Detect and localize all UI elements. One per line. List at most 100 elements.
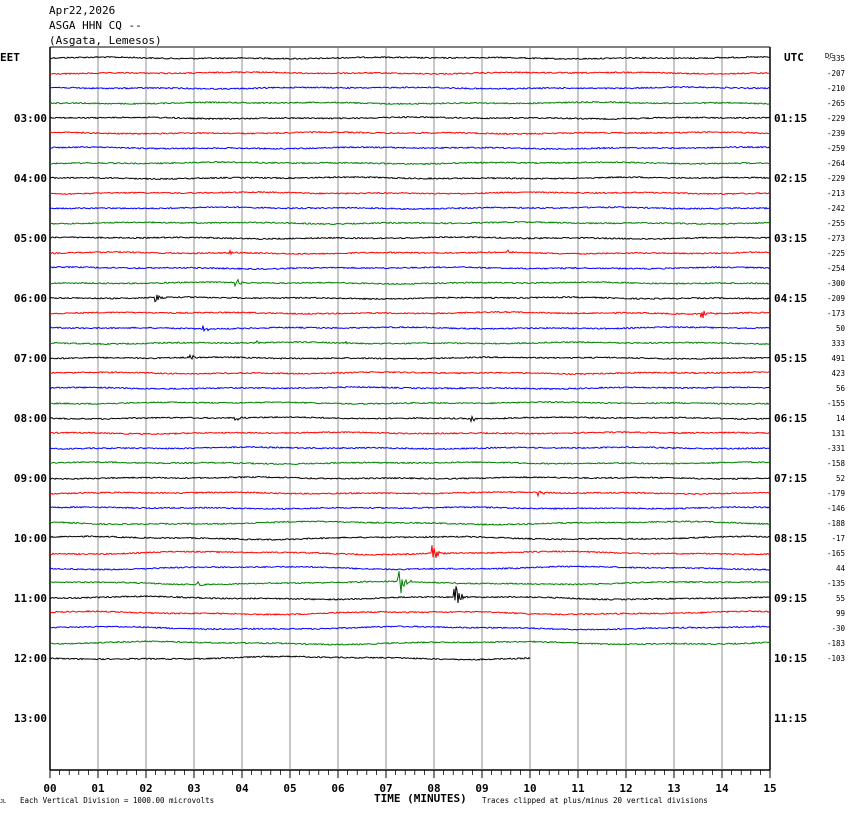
dc-offset-label: -135 <box>827 579 845 588</box>
dc-offset-label: -183 <box>827 639 845 648</box>
seismic-trace-27 <box>49 445 771 451</box>
right-hour-label: 03:15 <box>774 232 807 245</box>
dc-offset-label: -155 <box>827 399 845 408</box>
dc-offset-label: -158 <box>827 459 846 468</box>
x-tick-label: 02 <box>139 782 152 795</box>
seismic-trace-39 <box>49 625 771 631</box>
x-tick-label: 05 <box>283 782 296 795</box>
x-tick-label: 06 <box>331 782 345 795</box>
seismic-trace-6 <box>49 130 771 136</box>
seismic-trace-40 <box>49 640 771 646</box>
x-tick-label: 01 <box>91 782 105 795</box>
dc-offset-label: -265 <box>827 99 845 108</box>
seismic-trace-26 <box>49 431 771 436</box>
right-hour-label: 01:15 <box>774 112 807 125</box>
seismic-trace-22 <box>49 371 771 376</box>
x-tick-label: 09 <box>475 782 488 795</box>
left-hour-label: 11:00 <box>14 592 47 605</box>
right-hour-label: 05:15 <box>774 352 807 365</box>
seismic-trace-10 <box>49 190 771 196</box>
station-label: ASGA HHN CQ -- <box>49 19 142 32</box>
left-hour-label: 03:00 <box>14 112 47 125</box>
x-tick-label: 14 <box>715 782 729 795</box>
seismic-trace-2 <box>49 70 771 76</box>
seismic-trace-34 <box>49 545 771 558</box>
dc-offset-label: 423 <box>831 369 845 378</box>
location-label: (Asgata, Lemesos) <box>49 34 162 47</box>
seismic-trace-29 <box>49 475 771 481</box>
footer-mark: JL <box>0 799 6 805</box>
dc-offset-label: -173 <box>827 309 845 318</box>
seismic-trace-18 <box>49 310 771 319</box>
right-hour-label: 04:15 <box>774 292 807 305</box>
seismic-trace-9 <box>49 175 771 181</box>
dc-offset-label: -165 <box>827 549 845 558</box>
x-tick-label: 08 <box>427 782 440 795</box>
seismic-trace-30 <box>49 490 771 498</box>
seismic-trace-1 <box>49 55 771 60</box>
left-hour-label: 08:00 <box>14 412 47 425</box>
footer-clip-note: Traces clipped at plus/minus 20 vertical… <box>482 796 708 805</box>
seismic-trace-37 <box>49 586 771 603</box>
right-hour-label: 10:15 <box>774 652 807 665</box>
dc-offset-label: 491 <box>831 354 845 363</box>
dc-offset-label: -207 <box>827 69 845 78</box>
dc-offset-label: -17 <box>831 534 845 543</box>
seismic-trace-5 <box>49 115 771 121</box>
seismic-trace-25 <box>49 414 771 424</box>
dc-offset-label: 56 <box>836 384 846 393</box>
right-hour-label: 11:15 <box>774 712 807 725</box>
dc-offset-label: 52 <box>836 474 845 483</box>
dc-offset-label: -179 <box>827 489 845 498</box>
dc-offset-label: 50 <box>836 324 846 333</box>
left-hour-label: 12:00 <box>14 652 47 665</box>
dc-offset-label: -254 <box>827 264 846 273</box>
dc-offset-label: -146 <box>827 504 846 513</box>
dc-offset-label: -273 <box>827 234 845 243</box>
seismic-trace-33 <box>49 535 771 541</box>
x-tick-label: 10 <box>523 782 536 795</box>
dc-offset-label: -209 <box>827 294 845 303</box>
seismic-trace-7 <box>49 145 771 151</box>
x-tick-label: 03 <box>187 782 200 795</box>
dc-offset-label: 333 <box>831 339 845 348</box>
seismic-trace-11 <box>49 205 771 211</box>
seismic-trace-21 <box>49 353 771 360</box>
dc-header-label: DC <box>825 52 833 60</box>
right-hour-label: 02:15 <box>774 172 807 185</box>
dc-offset-label: -229 <box>827 174 845 183</box>
dc-offset-label: 44 <box>836 564 846 573</box>
left-hour-label: 05:00 <box>14 232 47 245</box>
dc-offset-label: -242 <box>827 204 845 213</box>
seismic-trace-28 <box>49 460 771 466</box>
dc-offset-label: 14 <box>836 414 846 423</box>
seismic-trace-3 <box>49 85 771 90</box>
x-tick-label: 07 <box>379 782 392 795</box>
dc-offset-label: -239 <box>827 129 845 138</box>
x-tick-label: 11 <box>571 782 585 795</box>
x-tick-label: 12 <box>619 782 632 795</box>
dc-offset-label: -188 <box>827 519 846 528</box>
left-hour-label: 10:00 <box>14 532 47 545</box>
seismic-trace-8 <box>49 160 771 166</box>
right-hour-label: 08:15 <box>774 532 807 545</box>
dc-offset-label: 99 <box>836 609 845 618</box>
x-tick-label: 04 <box>235 782 249 795</box>
left-hour-label: 06:00 <box>14 292 47 305</box>
right-hour-label: 06:15 <box>774 412 807 425</box>
dc-offset-label: -213 <box>827 189 845 198</box>
dc-offset-label: -335 <box>827 54 845 63</box>
seismic-trace-13 <box>49 235 771 241</box>
footer-scale-note: Each Vertical Division = 1000.00 microvo… <box>20 796 214 805</box>
dc-offset-label: -30 <box>831 624 845 633</box>
x-tick-label: 00 <box>43 782 56 795</box>
right-hour-label: 09:15 <box>774 592 807 605</box>
dc-offset-label: -259 <box>827 144 845 153</box>
dc-offset-label: -229 <box>827 114 845 123</box>
right-timezone-label: UTC <box>784 51 804 64</box>
right-hour-label: 07:15 <box>774 472 807 485</box>
seismic-trace-12 <box>50 220 771 226</box>
dc-offset-label: -225 <box>827 249 845 258</box>
dc-offset-label: -331 <box>827 444 845 453</box>
